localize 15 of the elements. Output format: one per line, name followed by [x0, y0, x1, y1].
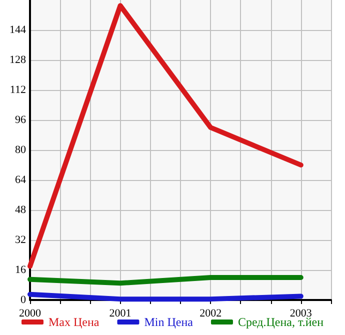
- x-tick-label: 2000: [19, 308, 42, 320]
- y-tick-label: 144: [10, 24, 26, 36]
- y-tick-label: 80: [15, 144, 26, 156]
- y-tick-label: 112: [10, 84, 26, 96]
- y-tick-label: 128: [10, 54, 26, 66]
- x-tick-label: 2001: [109, 308, 132, 320]
- y-tick-label: 0: [20, 294, 26, 306]
- y-tick-label: 16: [15, 264, 26, 276]
- x-tick-label: 2002: [200, 308, 222, 320]
- y-tick-label: 32: [15, 234, 26, 246]
- legend-label: Min Цена: [144, 315, 194, 329]
- y-tick-label: 48: [15, 204, 26, 216]
- legend-label: Max Цена: [48, 315, 100, 329]
- y-tick-label: 64: [15, 174, 26, 186]
- y-tick-label: 96: [15, 114, 26, 126]
